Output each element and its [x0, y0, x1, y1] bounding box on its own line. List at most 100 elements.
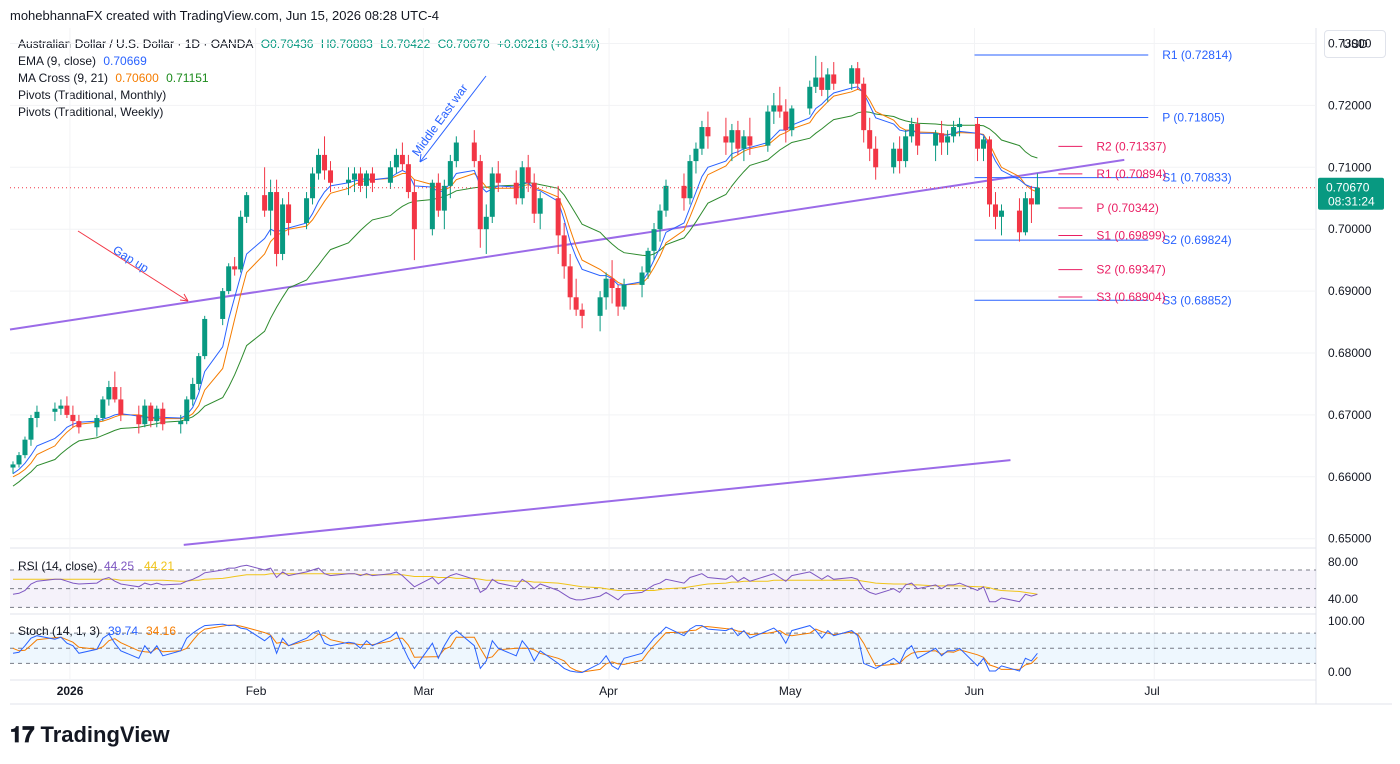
currency-button[interactable]: USD	[1324, 30, 1386, 58]
candle-body	[244, 195, 250, 217]
price-axis-label: 0.65000	[1328, 532, 1372, 546]
candle-body	[154, 408, 160, 422]
ma-fast-value: 0.70600	[115, 71, 159, 85]
pivots-weekly-legend-row[interactable]: Pivots (Traditional, Weekly)	[18, 104, 604, 121]
candle-body	[813, 77, 819, 87]
ema-line	[12, 86, 1038, 475]
pivot-monthly-label: S1 (0.70833)	[1162, 171, 1231, 185]
stoch-k-value: 39.74	[108, 624, 138, 638]
candle-body	[328, 170, 334, 183]
candle-body	[441, 185, 447, 211]
mideast-arrow-head	[419, 153, 428, 163]
candle-body	[274, 192, 280, 254]
candle-body	[831, 74, 837, 84]
candle-body	[987, 139, 993, 205]
pivots-weekly-label: Pivots (Traditional, Weekly)	[18, 105, 164, 119]
ma-cross-legend-row[interactable]: MA Cross (9, 21) 0.70600 0.71151	[18, 70, 604, 87]
candle-body	[100, 399, 106, 418]
candle-body	[957, 123, 963, 128]
time-axis-label: Apr	[599, 684, 618, 698]
candle-body	[16, 455, 22, 465]
candle-body	[262, 195, 268, 211]
candle-body	[489, 173, 495, 217]
candle-body	[118, 399, 124, 415]
candle-body	[807, 86, 813, 109]
candle-body	[310, 173, 316, 199]
candle-body	[483, 216, 489, 230]
candle-body	[525, 167, 531, 183]
candle-body	[316, 154, 322, 174]
chart-legend: Australian Dollar / U.S. Dollar · 1D · O…	[18, 36, 604, 121]
candle-body	[951, 127, 957, 137]
pivots-monthly-legend-row[interactable]: Pivots (Traditional, Monthly)	[18, 87, 604, 104]
candle-body	[471, 142, 477, 162]
time-axis-label: Feb	[246, 684, 267, 698]
mideast-label: Middle East war	[409, 81, 471, 158]
time-axis-label: Jun	[965, 684, 984, 698]
brand-name: TradingView	[40, 722, 170, 747]
candle-body	[615, 288, 621, 307]
candle-body	[280, 204, 286, 254]
candle-body	[357, 173, 363, 186]
candle-body	[693, 148, 699, 162]
ohlc-close: C0.70670	[437, 37, 490, 51]
candle-body	[621, 284, 627, 307]
stoch-axis-label: 0.00	[1328, 665, 1352, 679]
candle-body	[369, 173, 375, 183]
pivot-monthly-label: S2 (0.69824)	[1162, 233, 1231, 247]
stoch-k-line	[12, 623, 1038, 674]
candle-body	[825, 74, 831, 90]
candle-body	[136, 414, 142, 425]
candle-body	[783, 111, 789, 131]
candle-body	[567, 266, 573, 298]
candle-body	[687, 161, 693, 199]
candle-body	[196, 356, 202, 384]
candle-body	[735, 130, 741, 149]
ma-cross-label: MA Cross (9, 21)	[18, 71, 109, 85]
trendline-2	[183, 459, 1011, 546]
candle-body	[387, 167, 393, 183]
symbol-legend-row[interactable]: Australian Dollar / U.S. Dollar · 1D · O…	[18, 36, 604, 53]
pivot-weekly-label: S3 (0.68904)	[1096, 290, 1165, 304]
ma-slow-line	[12, 111, 1038, 487]
candle-body	[345, 179, 351, 183]
stoch-label: Stoch (14, 1, 3)	[18, 624, 100, 638]
rsi-label: RSI (14, close)	[18, 559, 97, 573]
pivot-monthly-label: R1 (0.72814)	[1162, 48, 1232, 62]
candle-body	[351, 173, 357, 180]
candle-body	[1028, 198, 1034, 205]
candle-body	[903, 136, 909, 162]
candle-body	[723, 136, 729, 143]
candle-body	[915, 123, 921, 146]
stoch-d-line	[12, 624, 1038, 673]
candle-body	[304, 198, 310, 223]
candle-body	[609, 278, 615, 288]
stoch-axis-label: 100.00	[1328, 614, 1365, 628]
ema-label: EMA (9, close)	[18, 54, 97, 68]
candle-body	[322, 154, 328, 171]
candle-body	[537, 198, 543, 214]
last-price-timer: 08:31:24	[1328, 195, 1375, 209]
price-axis-label: 0.72000	[1328, 98, 1372, 112]
candle-body	[849, 68, 855, 84]
pivot-weekly-label: P (0.70342)	[1096, 201, 1159, 215]
candle-body	[699, 127, 705, 149]
candle-body	[531, 182, 537, 214]
candle-body	[268, 192, 274, 211]
candle-body	[729, 130, 735, 143]
pivot-weekly-label: S1 (0.69899)	[1096, 228, 1165, 242]
candle-body	[747, 136, 753, 146]
candle-body	[819, 77, 825, 90]
candle-body	[226, 266, 232, 292]
candle-body	[789, 108, 795, 131]
rsi-ma-value: 44.21	[144, 559, 174, 573]
candle-body	[64, 405, 70, 415]
candle-body	[190, 383, 196, 400]
pivot-monthly-label: P (0.71805)	[1162, 110, 1225, 124]
candle-body	[52, 408, 58, 412]
candle-body	[579, 309, 585, 316]
ema-legend-row[interactable]: EMA (9, close) 0.70669	[18, 53, 604, 70]
candle-body	[363, 173, 369, 186]
candle-body	[992, 204, 998, 217]
